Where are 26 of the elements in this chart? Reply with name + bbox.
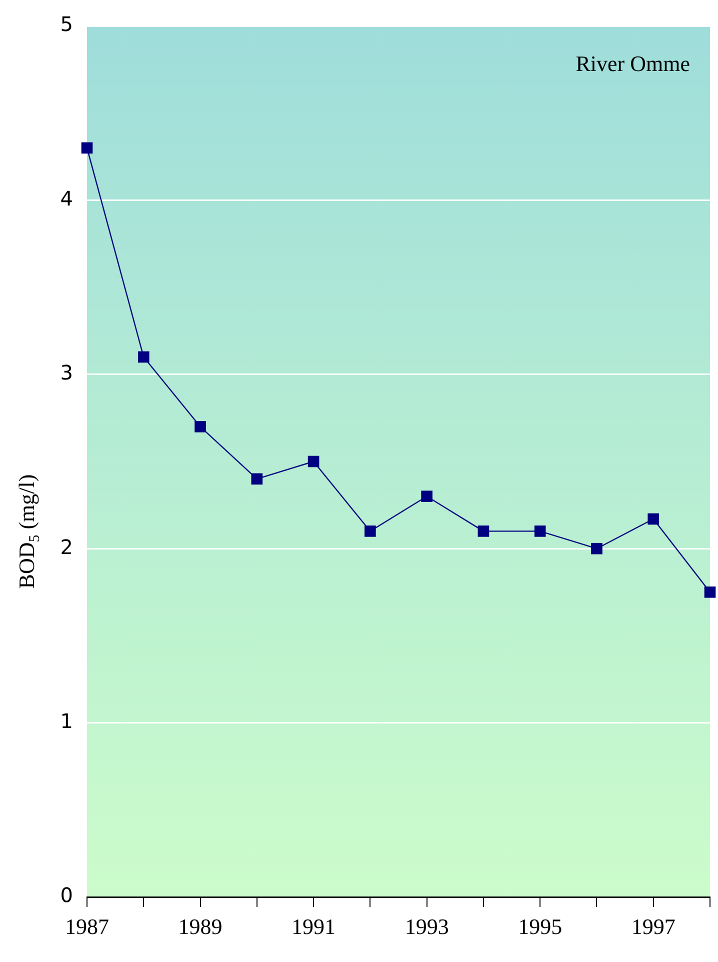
y-tick-label: 4	[60, 186, 73, 210]
point	[478, 526, 490, 537]
y-tick-label: 3	[60, 360, 73, 385]
y-tick-label: 1	[60, 709, 73, 734]
y-axis-title: BOD5 (mg/l)	[14, 474, 43, 589]
point	[421, 490, 432, 502]
point	[591, 542, 602, 554]
point	[81, 142, 93, 154]
x-tick-label: 1993	[404, 914, 449, 939]
point	[138, 351, 150, 363]
point	[704, 586, 716, 598]
annotation: River Omme	[576, 50, 690, 76]
x-tick-label: 1991	[292, 914, 336, 939]
y-tick-label: 2	[60, 534, 73, 559]
point	[308, 456, 320, 468]
x-tick-label: 1989	[178, 914, 222, 939]
point	[648, 513, 660, 525]
point	[364, 526, 376, 537]
x-tick-label: 1987	[65, 914, 109, 939]
x-tick-label: 1995	[518, 914, 562, 939]
y-tick-label: 0	[60, 883, 73, 908]
y-tick-label: 5	[60, 12, 73, 36]
point	[534, 526, 546, 537]
point	[194, 421, 206, 432]
x-tick-label: 1997	[631, 914, 676, 939]
point	[251, 473, 263, 485]
